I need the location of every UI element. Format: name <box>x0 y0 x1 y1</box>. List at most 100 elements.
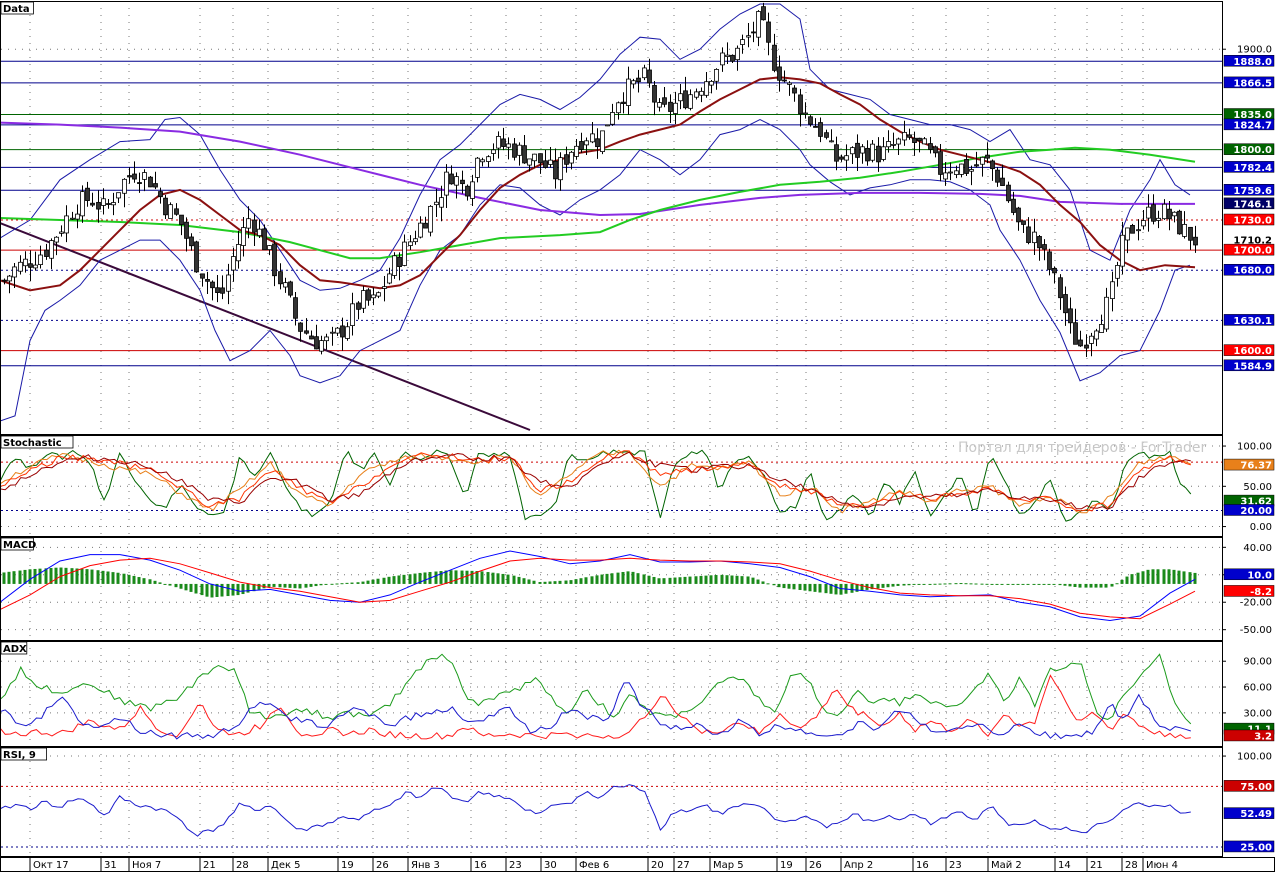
x-tick-label: Дек 5 <box>271 860 301 871</box>
macd-histogram-bar <box>824 583 828 594</box>
value-badge-label: 1835.0 <box>1233 110 1272 121</box>
candle-down <box>933 146 938 154</box>
macd-histogram-bar <box>954 583 958 585</box>
candle-down <box>1016 207 1021 223</box>
candle-up <box>517 144 522 156</box>
candle-up <box>142 172 147 180</box>
y-tick-label: 90.00 <box>1243 657 1272 668</box>
candle-up <box>80 191 85 217</box>
candle-up <box>319 340 324 352</box>
macd-histogram-bar <box>512 575 516 584</box>
candle-up <box>402 241 407 266</box>
candle-down <box>465 185 470 197</box>
macd-histogram-bar <box>959 583 963 585</box>
macd-histogram-bar <box>1099 583 1103 588</box>
macd-histogram-bar <box>730 575 734 584</box>
macd-histogram-bar <box>38 568 42 584</box>
candle-down <box>423 222 428 229</box>
candle-up <box>600 130 605 153</box>
candle-up <box>70 217 75 220</box>
macd-histogram-bar <box>517 576 521 584</box>
macd-histogram-bar <box>834 583 838 595</box>
candle-up <box>12 266 17 278</box>
candle-up <box>226 274 231 292</box>
candle-up <box>382 286 387 289</box>
macd-histogram-bar <box>964 583 968 585</box>
x-tick-label: 31 <box>104 860 117 871</box>
candle-down <box>985 154 990 159</box>
panel-title-box <box>0 641 28 655</box>
candle-down <box>278 271 283 285</box>
candle-up <box>49 240 54 259</box>
x-tick-label: Май 2 <box>991 860 1022 871</box>
macd-histogram-bar <box>1151 569 1155 584</box>
macd-histogram-bar <box>137 577 141 584</box>
y-tick-label: 40.00 <box>1243 543 1272 554</box>
macd-histogram-bar <box>439 571 443 584</box>
candle-down <box>449 173 454 185</box>
candle-up <box>475 157 480 178</box>
candle-up <box>7 275 12 282</box>
macd-histogram-bar <box>335 583 339 585</box>
candle-up <box>486 156 491 162</box>
y-tick-label: 100.00 <box>1237 442 1272 453</box>
candle-down <box>839 156 844 160</box>
macd-histogram-bar <box>902 583 906 586</box>
macd-histogram-bar <box>18 570 22 584</box>
candle-down <box>132 173 137 180</box>
macd-histogram-bar <box>475 571 479 584</box>
macd-histogram-bar <box>1084 583 1088 588</box>
value-badge <box>1223 504 1275 516</box>
candle-up <box>496 136 501 149</box>
value-badge-label: 1759.6 <box>1233 186 1272 197</box>
candle-down <box>148 176 153 188</box>
candle-up <box>413 238 418 243</box>
candle-up <box>1162 203 1167 220</box>
macd-histogram-bar <box>397 575 401 584</box>
candle-up <box>64 215 69 234</box>
macd-histogram-bar <box>293 583 297 589</box>
macd-histogram-bar <box>454 570 458 584</box>
value-badge <box>1223 729 1275 742</box>
candle-down <box>824 132 829 138</box>
ma-mid-line <box>0 146 1196 260</box>
candle-up <box>1094 330 1099 340</box>
macd-histogram-bar <box>2 572 6 584</box>
macd-histogram-bar <box>688 576 692 584</box>
macd-histogram-bar <box>746 576 750 584</box>
macd-histogram-bar <box>600 574 604 584</box>
macd-histogram-bar <box>418 572 422 584</box>
candle-up <box>694 91 699 98</box>
candle-down <box>636 77 641 83</box>
ma-fast-line <box>0 76 1196 292</box>
candle-down <box>28 263 33 268</box>
macd-histogram-bar <box>766 583 770 585</box>
candle-up <box>324 336 329 342</box>
candle-up <box>267 245 272 251</box>
macd-histogram-bar <box>252 583 256 592</box>
candle-up <box>236 244 241 262</box>
macd-histogram-bar <box>1026 583 1030 585</box>
candle-up <box>626 78 631 106</box>
candle-up <box>470 181 475 199</box>
value-badge <box>1223 161 1275 173</box>
candle-down <box>200 273 205 279</box>
value-badge <box>1223 263 1275 276</box>
macd-histogram-bar <box>725 575 729 584</box>
candle-down <box>179 214 184 225</box>
x-tick-label: Мар 5 <box>713 860 744 871</box>
x-tick-label: 30 <box>544 860 557 871</box>
candle-down <box>174 208 179 215</box>
candle-up <box>1125 227 1130 241</box>
candle-up <box>688 94 693 109</box>
candle-up <box>1141 220 1146 227</box>
value-badge-label: 1730.0 <box>1233 216 1272 227</box>
macd-histogram-bar <box>980 583 984 585</box>
macd-histogram-bar <box>288 583 292 588</box>
candle-down <box>2 279 7 282</box>
macd-histogram-bar <box>1011 583 1015 585</box>
candle-down <box>158 191 163 198</box>
macd-histogram-bar <box>569 580 573 584</box>
macd-histogram-bar <box>709 575 713 584</box>
